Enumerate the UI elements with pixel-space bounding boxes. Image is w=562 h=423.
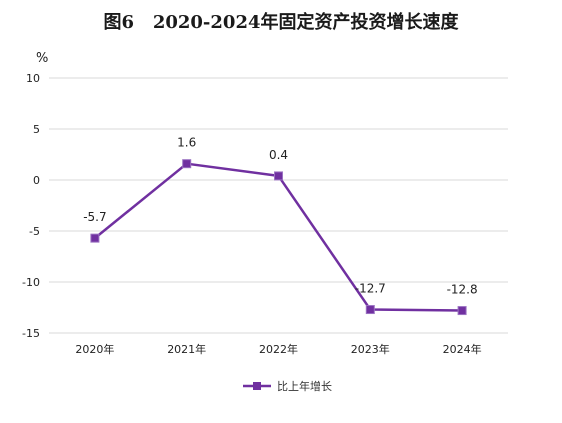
y-tick-label: -15 [22,327,40,340]
x-tick-label: 2020年 [75,342,114,356]
y-tick-label: -10 [22,276,40,289]
x-axis-ticks: 2020年 2021年 2022年 2023年 2024年 [75,342,481,356]
data-point [274,171,283,181]
legend: 比上年增长 [243,379,332,393]
data-point [365,305,375,315]
y-tick-label: 5 [33,123,40,136]
x-tick-label: 2023年 [351,342,390,356]
data-point [182,159,192,169]
data-label: 0.4 [269,148,288,162]
legend-label: 比上年增长 [277,379,332,393]
x-tick-label: 2021年 [167,342,206,356]
legend-marker-swatch [253,382,261,390]
x-tick-label: 2022年 [259,342,298,356]
data-point [457,306,467,316]
data-point [90,233,100,243]
gridlines [49,77,508,334]
data-label: 1.6 [177,136,196,150]
y-tick-label: 0 [33,174,40,187]
data-label: -5.7 [83,210,106,224]
chart-title: 图6 2020-2024年固定资产投资增长速度 [103,12,459,33]
y-axis-ticks: 10 5 0 -5 -10 -15 [22,72,40,340]
data-label: -12.7 [355,282,386,296]
y-axis-unit: % [36,51,48,66]
data-labels: -5.7 1.6 0.4 -12.7 -12.8 [83,136,477,297]
y-tick-label: -5 [29,225,40,238]
series-layer [90,159,467,316]
y-tick-label: 10 [26,72,40,85]
x-tick-label: 2024年 [443,342,482,356]
series-line [94,162,463,312]
data-label: -12.8 [447,283,478,297]
